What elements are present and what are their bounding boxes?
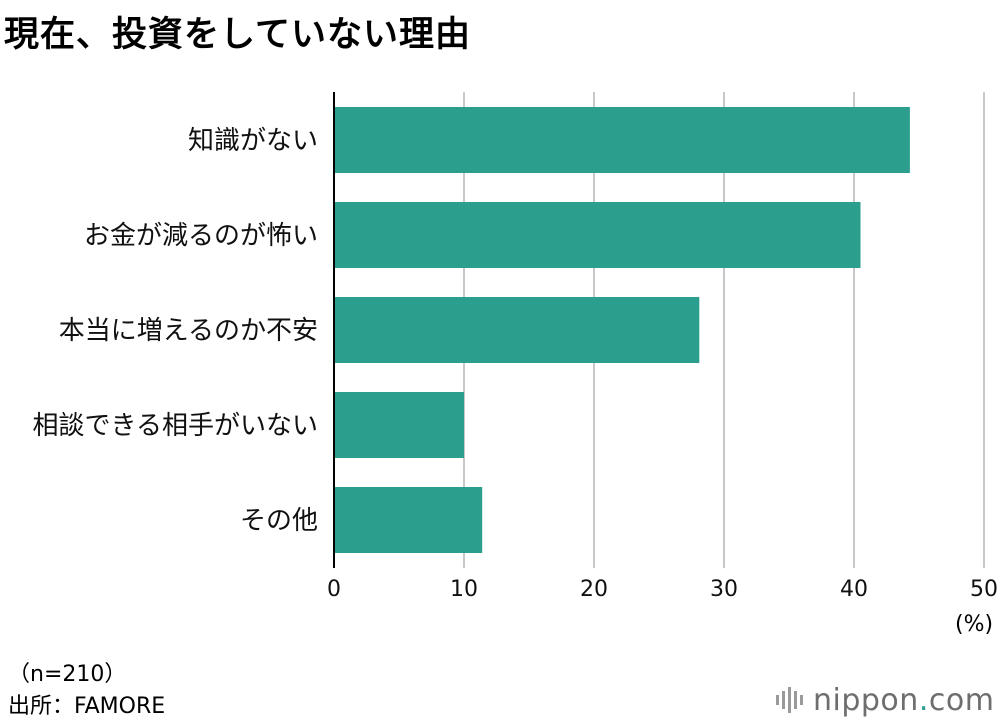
category-label: 本当に増えるのか不安 [59,316,318,346]
x-axis-unit-label: (%) [955,612,994,637]
bar [334,297,700,363]
bar [334,107,910,173]
brand-logo: nippon.com [776,682,994,718]
x-tick-label: 20 [580,577,608,602]
bar [334,487,483,553]
category-label: 知識がない [188,126,318,156]
brand-dot: . [918,682,929,718]
tick-labels: 0 10 20 30 40 50 [327,577,998,602]
bar [334,392,464,458]
soundwave-logo-icon [776,687,803,713]
sample-size-note: （n=210） [8,662,127,687]
bars [334,107,910,553]
category-label: お金が減るのが怖い [84,221,318,251]
x-tick-label: 10 [450,577,478,602]
x-tick-label: 30 [710,577,738,602]
brand-suffix: com [928,682,995,718]
bar [334,202,861,268]
source-note: 出所：FAMORE [8,694,166,719]
brand-wordmark: nippon.com [813,683,994,718]
category-label: その他 [240,506,318,536]
x-tick-label: 0 [327,577,341,602]
x-tick-label: 40 [840,577,868,602]
chart-title: 現在、投資をしていない理由 [4,15,471,55]
brand-name: nippon [813,682,919,718]
category-label: 相談できる相手がいない [33,411,318,441]
x-tick-label: 50 [970,577,998,602]
